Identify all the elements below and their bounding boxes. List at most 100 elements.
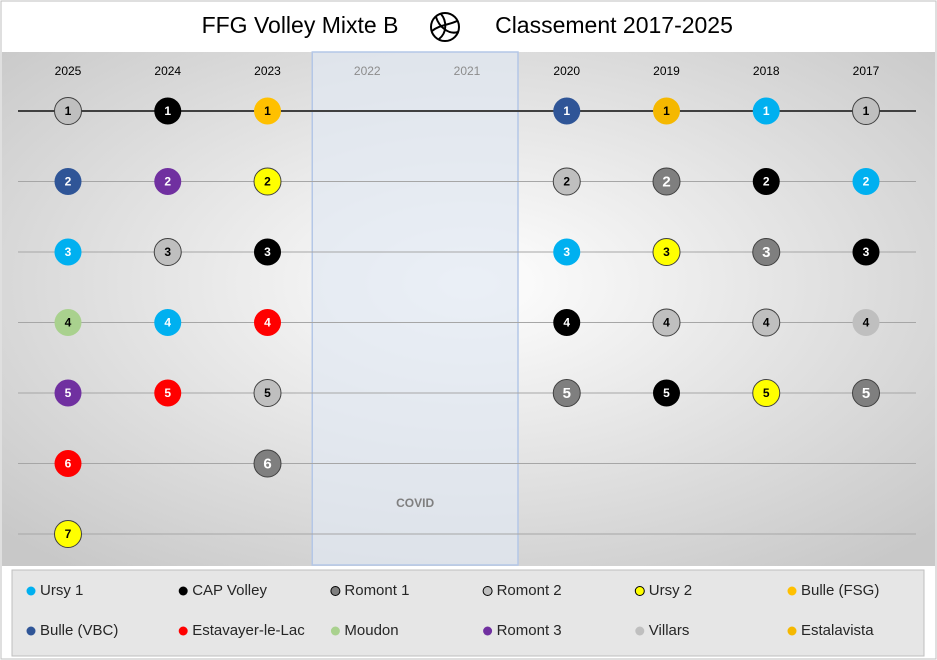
rank-label: 3 (65, 245, 72, 259)
legend-marker (634, 586, 645, 596)
legend-marker (26, 626, 36, 636)
rank-marker (752, 379, 781, 407)
rank-marker (752, 97, 780, 125)
x-tick-label: 2019 (653, 64, 680, 78)
x-tick-label: 2023 (254, 64, 281, 78)
rank-label: 1 (863, 104, 870, 118)
x-tick-label: 2022 (354, 64, 381, 78)
x-tick-label: 2018 (753, 64, 780, 78)
rank-label: 5 (264, 386, 271, 400)
rank-label: 2 (662, 173, 670, 190)
rank-marker (553, 309, 581, 336)
rank-label: 4 (65, 316, 72, 330)
rank-label: 5 (763, 386, 770, 400)
x-tick-label: 2025 (55, 64, 82, 78)
x-tick-label: 2024 (154, 64, 181, 78)
rank-marker (154, 379, 182, 407)
rank-label: 1 (663, 104, 670, 118)
rank-marker (153, 238, 182, 266)
rank-label: 4 (563, 316, 570, 330)
legend-marker (178, 626, 188, 636)
x-tick-label: 2017 (853, 64, 880, 78)
legend-marker (26, 586, 36, 596)
rank-marker (54, 97, 82, 125)
legend-label: CAP Volley (192, 582, 267, 599)
rank-label: 1 (763, 104, 770, 118)
rank-label: 4 (663, 316, 670, 330)
legend-marker (330, 586, 341, 596)
legend-label: Bulle (FSG) (801, 582, 879, 599)
legend-label: Ursy 1 (40, 582, 83, 599)
rank-marker (54, 309, 82, 336)
rank-label: 7 (65, 527, 72, 541)
rank-label: 1 (65, 104, 72, 118)
rank-label: 4 (264, 316, 271, 330)
rank-label: 2 (264, 175, 271, 189)
rank-marker (852, 379, 880, 407)
rank-label: 1 (164, 104, 171, 118)
rank-label: 5 (663, 386, 670, 400)
rank-marker (54, 168, 82, 195)
x-tick-label: 2021 (454, 64, 481, 78)
rank-marker (653, 379, 680, 407)
rank-marker (154, 97, 182, 125)
covid-block (311, 51, 519, 566)
rank-marker (852, 97, 880, 125)
rank-marker (652, 167, 681, 196)
legend-label: Romont 3 (497, 622, 562, 639)
legend-box (11, 569, 925, 657)
rank-marker (553, 238, 581, 266)
legend-marker (330, 626, 340, 636)
legend-label: Moudon (344, 622, 398, 639)
rank-marker (253, 449, 282, 478)
legend-label: Bulle (VBC) (40, 622, 118, 639)
legend-label: Villars (649, 622, 690, 639)
legend-marker (787, 626, 797, 636)
rank-label: 3 (663, 245, 670, 259)
rank-label: 3 (762, 244, 770, 261)
rank-marker (652, 238, 681, 266)
legend-marker (787, 586, 797, 596)
annotation: COVID (396, 496, 434, 510)
rank-marker (552, 379, 581, 407)
rank-marker (54, 450, 82, 477)
rank-marker (553, 97, 581, 125)
rank-label: 2 (763, 175, 770, 189)
rank-label: 2 (65, 175, 72, 189)
rank-label: 6 (263, 455, 271, 472)
legend-label: Estalavista (801, 622, 874, 639)
rank-label: 5 (65, 386, 72, 400)
rank-label: 4 (863, 316, 870, 330)
rank-marker (852, 309, 880, 336)
rank-marker (54, 238, 82, 266)
rank-marker (154, 168, 182, 195)
legend-marker (178, 586, 188, 596)
rank-label: 3 (563, 245, 570, 259)
rank-label: 5 (862, 385, 870, 402)
legend-label: Ursy 2 (649, 582, 692, 599)
rank-label: 5 (164, 386, 171, 400)
legend-label: Romont 1 (344, 582, 409, 599)
rank-label: 2 (164, 175, 171, 189)
rank-marker (253, 167, 282, 196)
rank-label: 4 (763, 316, 770, 330)
rank-marker (552, 167, 581, 196)
rank-marker (752, 308, 781, 337)
legend-marker (483, 626, 493, 636)
legend-label: Romont 2 (497, 582, 562, 599)
chart-subtitle: Classement 2017-2025 (495, 12, 733, 38)
rank-marker (253, 379, 282, 407)
rank-marker (652, 308, 681, 337)
rank-label: 4 (164, 316, 171, 330)
rank-marker (154, 309, 182, 336)
rank-marker (852, 168, 880, 195)
rank-marker (254, 97, 281, 125)
rank-marker (54, 379, 82, 407)
legend-marker (635, 626, 645, 636)
rank-label: 1 (563, 104, 570, 118)
rank-label: 5 (563, 385, 571, 402)
rank-marker (752, 238, 781, 266)
x-tick-label: 2020 (553, 64, 580, 78)
rank-label: 1 (264, 104, 271, 118)
